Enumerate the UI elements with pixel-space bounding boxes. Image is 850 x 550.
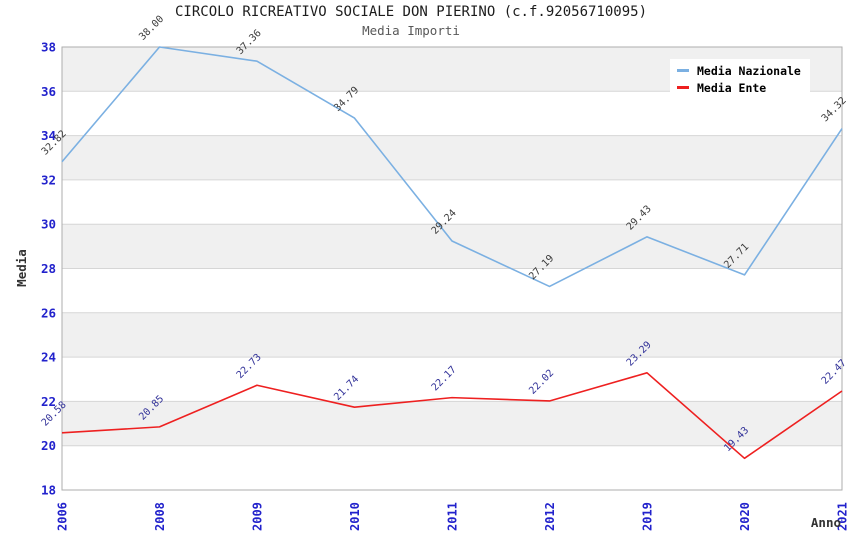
x-axis-title: Anno <box>811 515 841 530</box>
plot-border <box>61 46 843 491</box>
legend: Media Nazionale Media Ente <box>670 59 810 100</box>
x-tick-label: 2010 <box>348 502 362 531</box>
x-tick-label: 2011 <box>446 502 460 531</box>
chart-subtitle: Media Importi <box>362 23 460 38</box>
plot-band <box>62 224 842 269</box>
plot-band <box>62 312 842 358</box>
x-tick-label: 2012 <box>543 502 557 531</box>
plot-band <box>62 401 842 446</box>
y-tick-label: 38 <box>41 40 56 55</box>
x-tick-label: 2006 <box>56 502 70 531</box>
x-tick-label: 2008 <box>153 502 167 531</box>
x-tick-label: 2020 <box>738 502 752 531</box>
y-tick-label: 18 <box>41 483 56 498</box>
value-label: 22.17 <box>430 364 459 393</box>
x-tick-label: 2019 <box>641 502 655 531</box>
y-axis-title: Media <box>14 249 29 287</box>
y-tick-label: 34 <box>41 128 56 143</box>
value-label: 21.74 <box>332 374 361 403</box>
x-tick-label: 2009 <box>251 502 265 531</box>
legend-label: Media Nazionale <box>697 63 801 78</box>
y-tick-label: 24 <box>41 350 56 365</box>
chart-title: CIRCOLO RICREATIVO SOCIALE DON PIERINO (… <box>174 4 647 20</box>
y-tick-label: 30 <box>41 217 56 232</box>
x-tick-label: 2021 <box>836 502 850 531</box>
legend-line-swatch <box>677 69 689 72</box>
series-line-0 <box>61 46 843 288</box>
value-label: 34.32 <box>820 95 849 124</box>
y-tick-label: 22 <box>41 394 56 409</box>
value-label: 22.02 <box>527 368 556 397</box>
legend-label: Media Ente <box>697 80 767 95</box>
legend-item: Media Nazionale <box>670 62 810 79</box>
y-tick-label: 32 <box>41 172 56 187</box>
value-label: 22.47 <box>820 358 849 387</box>
legend-line-swatch <box>677 86 689 89</box>
series-line-1 <box>61 372 843 460</box>
y-tick-label: 20 <box>41 438 56 453</box>
y-tick-label: 26 <box>41 305 56 320</box>
legend-item: Media Ente <box>670 79 810 96</box>
y-tick-label: 28 <box>41 261 56 276</box>
plot-band <box>62 135 842 180</box>
y-tick-label: 36 <box>41 84 56 99</box>
